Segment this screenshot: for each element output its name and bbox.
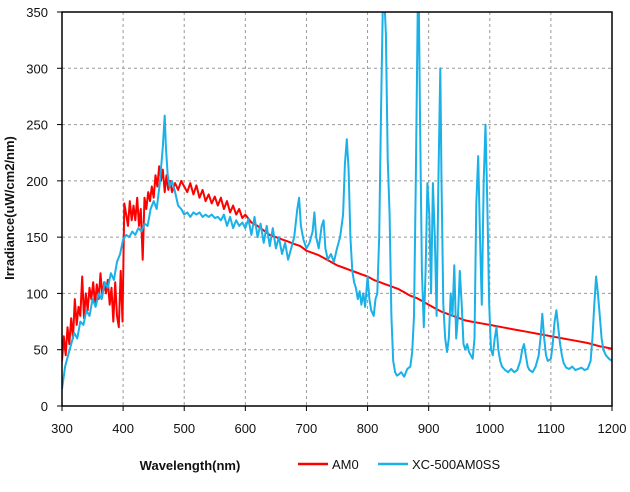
x-axis-ticks: 300 400 500 600 700 800 900 1000 1100 1200 [51,406,626,436]
y-tick-label: 150 [26,230,48,245]
x-tick-label: 900 [418,421,440,436]
y-tick-label: 200 [26,174,48,189]
y-tick-label: 300 [26,61,48,76]
x-tick-label: 1000 [475,421,504,436]
x-tick-label: 400 [112,421,134,436]
x-tick-label: 1200 [598,421,627,436]
x-tick-label: 300 [51,421,73,436]
y-tick-label: 100 [26,286,48,301]
y-axis-label: Irradiance(uW/cm2/nm) [2,136,17,280]
y-tick-label: 350 [26,5,48,20]
plot-area-frame [61,11,613,407]
legend: AM0 XC-500AM0SS [298,457,500,472]
x-axis-label: Wavelength(nm) [140,458,241,473]
x-tick-label: 700 [296,421,318,436]
y-tick-label: 0 [41,399,48,414]
grid-lines [62,12,612,406]
y-axis-ticks: 0 50 100 150 200 250 300 350 [26,5,62,414]
x-tick-label: 800 [357,421,379,436]
series-line-am0 [62,165,612,362]
legend-label: XC-500AM0SS [412,457,500,472]
series-lines [62,12,612,390]
y-tick-label: 250 [26,118,48,133]
legend-label: AM0 [332,457,359,472]
x-tick-label: 600 [234,421,256,436]
x-tick-label: 500 [173,421,195,436]
y-tick-label: 50 [34,343,48,358]
series-line-xc-500am0ss [62,12,612,390]
x-tick-label: 1100 [537,421,565,436]
